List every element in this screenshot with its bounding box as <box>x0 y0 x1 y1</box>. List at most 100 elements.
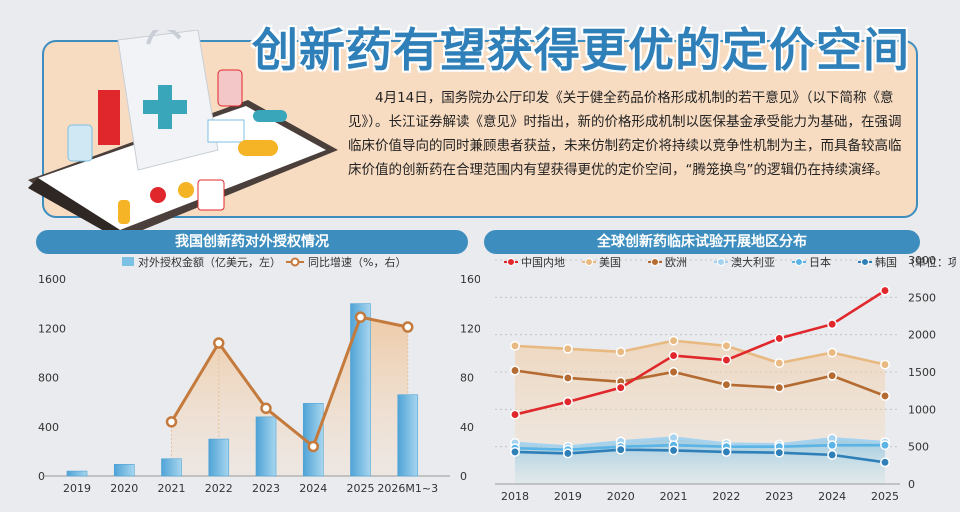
y-left-tick-label: 400 <box>38 421 59 434</box>
legend-label: 欧洲 <box>665 256 687 269</box>
series-point-5 <box>880 457 890 468</box>
bar-amount <box>350 303 371 477</box>
legend-label: 美国 <box>599 256 621 269</box>
x-tick-label: 2025 <box>871 490 899 503</box>
bar-amount <box>397 394 419 477</box>
legend-marker <box>717 258 725 266</box>
x-tick-label: 2024 <box>299 482 327 495</box>
growth-line <box>170 315 409 449</box>
x-tick-label: 2025 <box>347 482 375 495</box>
y-tick-label: 1500 <box>908 366 936 379</box>
x-tick-label: 2023 <box>765 490 793 503</box>
legend-label: 韩国 <box>875 255 897 269</box>
x-tick-label: 2020 <box>607 490 635 503</box>
series-point-4 <box>827 440 838 451</box>
bar-amount <box>255 416 277 477</box>
series-point-5 <box>615 444 626 455</box>
series-point-0 <box>668 350 679 361</box>
growth-point <box>402 321 414 333</box>
series-point-0 <box>880 285 890 296</box>
series-point-0 <box>774 333 785 344</box>
series-line-1 <box>514 339 886 366</box>
x-tick-label: 2022 <box>712 490 740 503</box>
licensing-chart: 对外授权金额（亿美元，左） 同比增速（%，右） 0 400 800 1200 1600 0 40… <box>38 255 480 495</box>
growth-point <box>165 416 178 428</box>
series-point-4 <box>880 440 890 451</box>
series-point-2 <box>668 367 679 377</box>
series-point-5 <box>827 449 838 460</box>
legend-marker <box>861 258 869 266</box>
series-point-0 <box>615 382 626 393</box>
series-point-1 <box>615 346 626 357</box>
series-point-1 <box>510 340 520 351</box>
x-tick-label: 2026M1~3 <box>377 482 438 495</box>
bar-amount <box>161 458 182 477</box>
legend-marker <box>795 258 803 266</box>
y-left-tick-label: 1600 <box>38 273 66 286</box>
left-chart-title: 我国创新药对外授权情况 <box>36 230 468 254</box>
series-point-5 <box>774 447 785 458</box>
series-point-2 <box>827 370 838 381</box>
x-tick-label: 2019 <box>554 490 582 503</box>
clinical-trials-chart: 0 500 1000 1500 2000 2500 3000 2018 2019 2020 2021… <box>495 254 956 503</box>
y-left-tick-label: 1200 <box>38 322 66 335</box>
y-left-tick-label: 0 <box>38 470 45 483</box>
page-title: 创新药有望获得更优的定价空间 <box>252 23 910 77</box>
legend-swatch-amount <box>122 257 134 266</box>
x-tick-label: 2022 <box>205 482 233 495</box>
growth-point <box>307 440 319 453</box>
x-tick-label: 2020 <box>110 482 138 495</box>
series-point-0 <box>510 409 520 420</box>
legend-label: 澳大利亚 <box>731 255 775 269</box>
series-point-5 <box>510 446 520 457</box>
y-left-tick-label: 800 <box>38 372 59 385</box>
y-right-tick-label: 120 <box>460 322 480 335</box>
series-point-1 <box>774 358 785 368</box>
y-tick-label: 3000 <box>908 254 936 267</box>
x-tick-label: 2019 <box>63 482 91 495</box>
legend-marker <box>585 258 593 266</box>
x-tick-label: 2024 <box>818 490 846 503</box>
y-tick-label: 500 <box>908 441 929 454</box>
x-tick-label: 2018 <box>501 490 529 503</box>
y-tick-label: 1000 <box>908 403 936 416</box>
bar-amount <box>208 438 230 477</box>
series-line-0 <box>514 289 886 416</box>
y-tick-label: 0 <box>908 478 915 491</box>
legend-marker <box>507 258 515 266</box>
medicine-tablet-illustration <box>28 30 338 240</box>
legend-marker-growth <box>290 257 300 267</box>
y-tick-label: 2000 <box>908 329 936 342</box>
x-tick-label: 2021 <box>158 482 186 495</box>
australia-area <box>515 437 885 484</box>
series-line-3 <box>514 436 886 448</box>
legend-marker <box>651 258 659 266</box>
y-right-tick-label: 160 <box>460 273 480 286</box>
legend-label: 中国内地 <box>521 255 565 269</box>
right-chart-title: 全球创新药临床试验开展地区分布 <box>484 230 920 254</box>
series-line-4 <box>514 443 885 451</box>
series-point-0 <box>562 396 573 407</box>
series-point-5 <box>721 446 732 457</box>
series-point-5 <box>562 448 573 459</box>
growth-point <box>354 311 367 323</box>
series-line-5 <box>514 448 886 464</box>
series-point-2 <box>721 379 732 390</box>
x-tick-label: 2021 <box>660 490 688 503</box>
y-right-tick-label: 0 <box>460 470 467 483</box>
x-tick-label: 2023 <box>252 482 280 495</box>
series-point-5 <box>668 445 679 456</box>
series-point-0 <box>721 355 732 366</box>
unit-label: （单位：项） <box>904 255 956 269</box>
series-point-2 <box>562 373 573 383</box>
y-right-tick-label: 80 <box>460 372 474 385</box>
bar-amount <box>113 464 135 477</box>
y-right-tick-label: 40 <box>460 421 474 434</box>
growth-point <box>213 337 225 349</box>
series-point-1 <box>562 343 573 354</box>
series-point-1 <box>827 347 838 358</box>
growth-point <box>260 402 272 415</box>
series-point-1 <box>880 359 890 370</box>
y-tick-label: 2500 <box>908 291 936 304</box>
series-point-2 <box>880 390 890 401</box>
